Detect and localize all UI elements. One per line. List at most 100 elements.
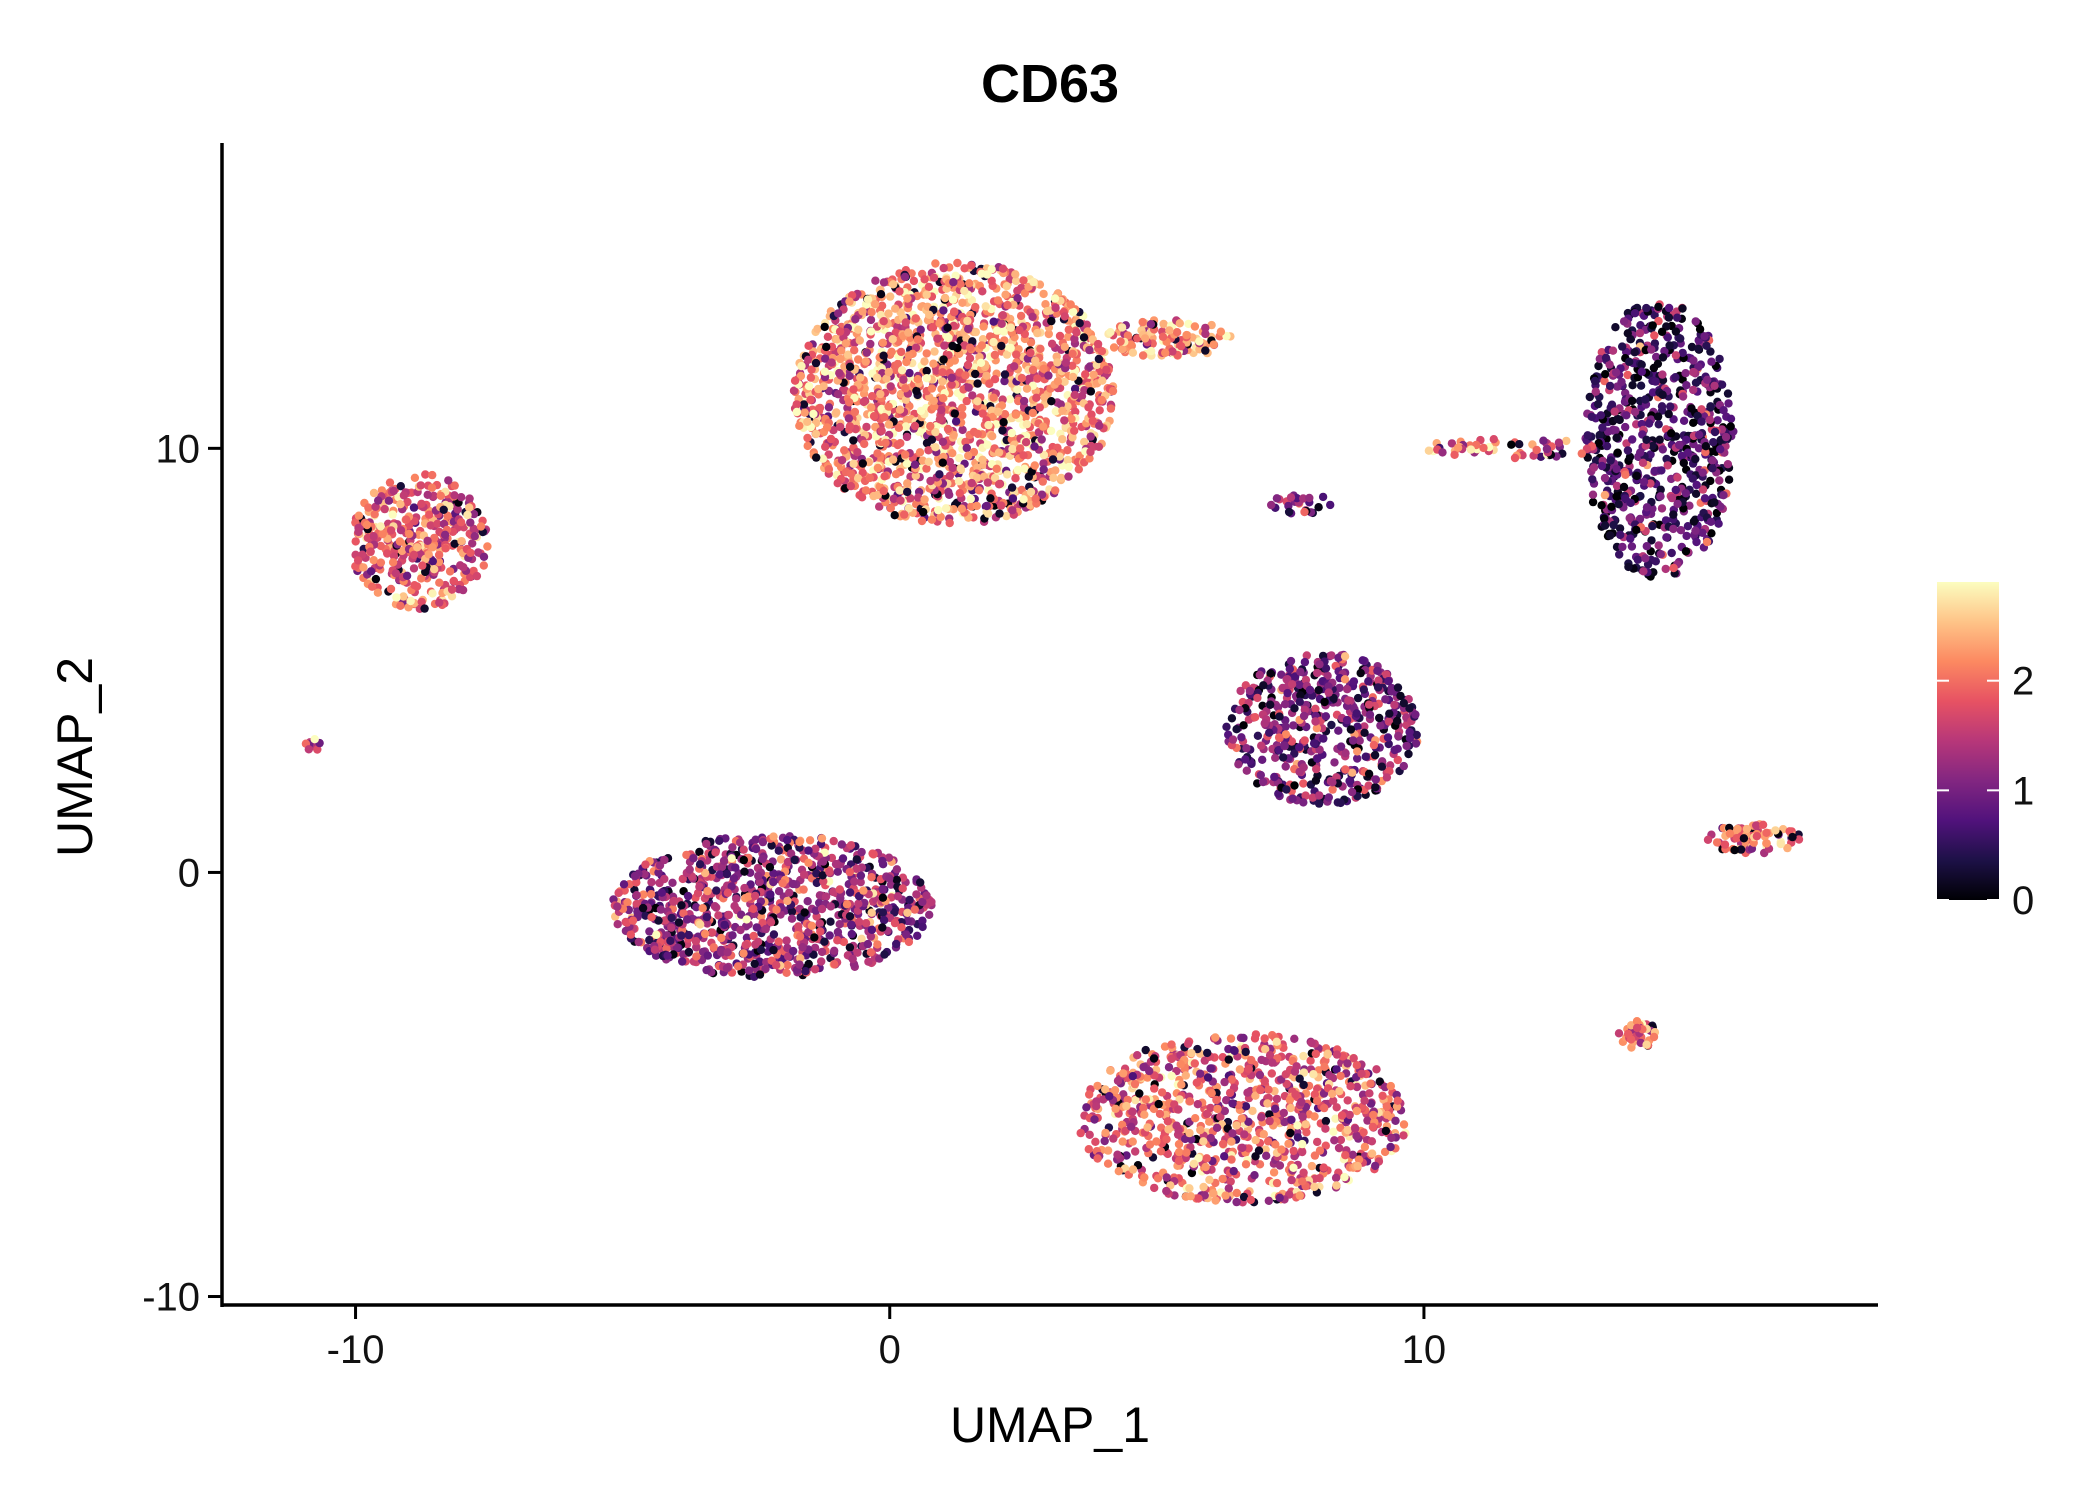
cell-point [849,385,858,394]
cell-point [1590,376,1600,386]
cell-point [1305,685,1315,695]
cell-point [1609,520,1618,530]
cell-point [987,276,996,285]
cluster-top-center-arm [1104,316,1235,360]
cell-point [1661,564,1670,574]
cell-point [1688,474,1698,483]
cell-point [1617,377,1626,387]
cell-point [1671,485,1681,495]
cell-point [469,524,478,534]
cell-point [905,895,914,905]
cell-point [1654,420,1663,429]
cell-point [1313,668,1322,678]
cell-point [903,294,912,303]
cell-point [997,341,1006,351]
cell-point [868,849,877,858]
cell-point [1260,719,1269,728]
cell-point [1324,688,1333,697]
cell-point [1257,741,1266,750]
cell-point [632,878,641,887]
cell-point [1116,337,1125,346]
cell-point [924,457,933,466]
cell-point [801,967,810,976]
cell-point [876,290,886,299]
cell-point [717,933,726,943]
cell-point [809,409,818,419]
cell-point [967,478,976,488]
cell-point [682,850,691,860]
cell-point [404,603,413,612]
cell-point [1372,1065,1381,1074]
cell-point [1373,683,1383,692]
cell-point [804,846,813,855]
cell-point [1324,682,1333,691]
cell-point [1085,345,1094,355]
cell-point [702,839,711,849]
cell-point [964,324,973,334]
cell-point [913,931,922,940]
cell-point [684,930,693,940]
cell-point [623,898,632,907]
cell-point [836,354,845,364]
cell-point [466,518,475,527]
cell-point [1623,329,1633,338]
cell-point [920,357,929,366]
cell-point [1287,680,1297,689]
cell-point [424,550,433,559]
cell-point [896,439,905,448]
cell-point [1671,373,1680,382]
cell-point [1126,340,1135,349]
cell-point [1716,502,1725,511]
cell-point [1724,399,1733,408]
cell-point [857,934,866,943]
cell-point [450,491,459,500]
cell-point [962,396,971,406]
cluster-bottom-center [1076,1030,1410,1207]
cell-point [435,598,444,607]
cell-point [1013,294,1022,303]
cell-point [1248,1106,1257,1116]
cell-point [958,298,967,307]
cell-point [1020,289,1030,298]
cell-point [696,920,705,929]
cell-point [871,276,880,285]
cell-point [982,371,991,380]
cell-point [723,888,732,897]
cell-point [1061,358,1071,367]
cell-point [978,335,988,344]
cell-point [1396,691,1405,701]
cell-point [1282,785,1291,794]
cell-point [848,954,857,964]
cell-point [1006,343,1015,353]
cell-point [402,571,412,580]
cell-point [965,343,975,352]
cell-point [964,451,973,460]
cell-point [829,887,838,897]
cell-point [1334,653,1343,662]
cell-point [739,949,748,958]
cell-point [1606,531,1615,540]
cell-point [769,877,778,887]
cell-point [1605,360,1614,369]
cell-point [911,314,920,323]
cell-point [886,382,895,391]
cell-point [879,486,888,496]
cell-point [835,327,845,336]
cell-point [1109,343,1119,352]
cell-point [1591,387,1601,396]
cell-point [359,563,368,572]
cell-point [924,282,934,292]
cell-point [790,855,799,865]
cell-point [1651,557,1661,566]
cell-point [1021,438,1031,447]
cell-point [895,486,904,495]
cell-point [845,371,854,381]
cell-point [950,409,959,418]
cell-point [1000,376,1009,386]
cell-point [354,511,364,520]
cell-point [650,945,660,954]
cell-point [1638,458,1648,467]
cell-point [443,511,452,520]
cell-point [1226,1177,1235,1186]
cell-point [973,397,982,406]
